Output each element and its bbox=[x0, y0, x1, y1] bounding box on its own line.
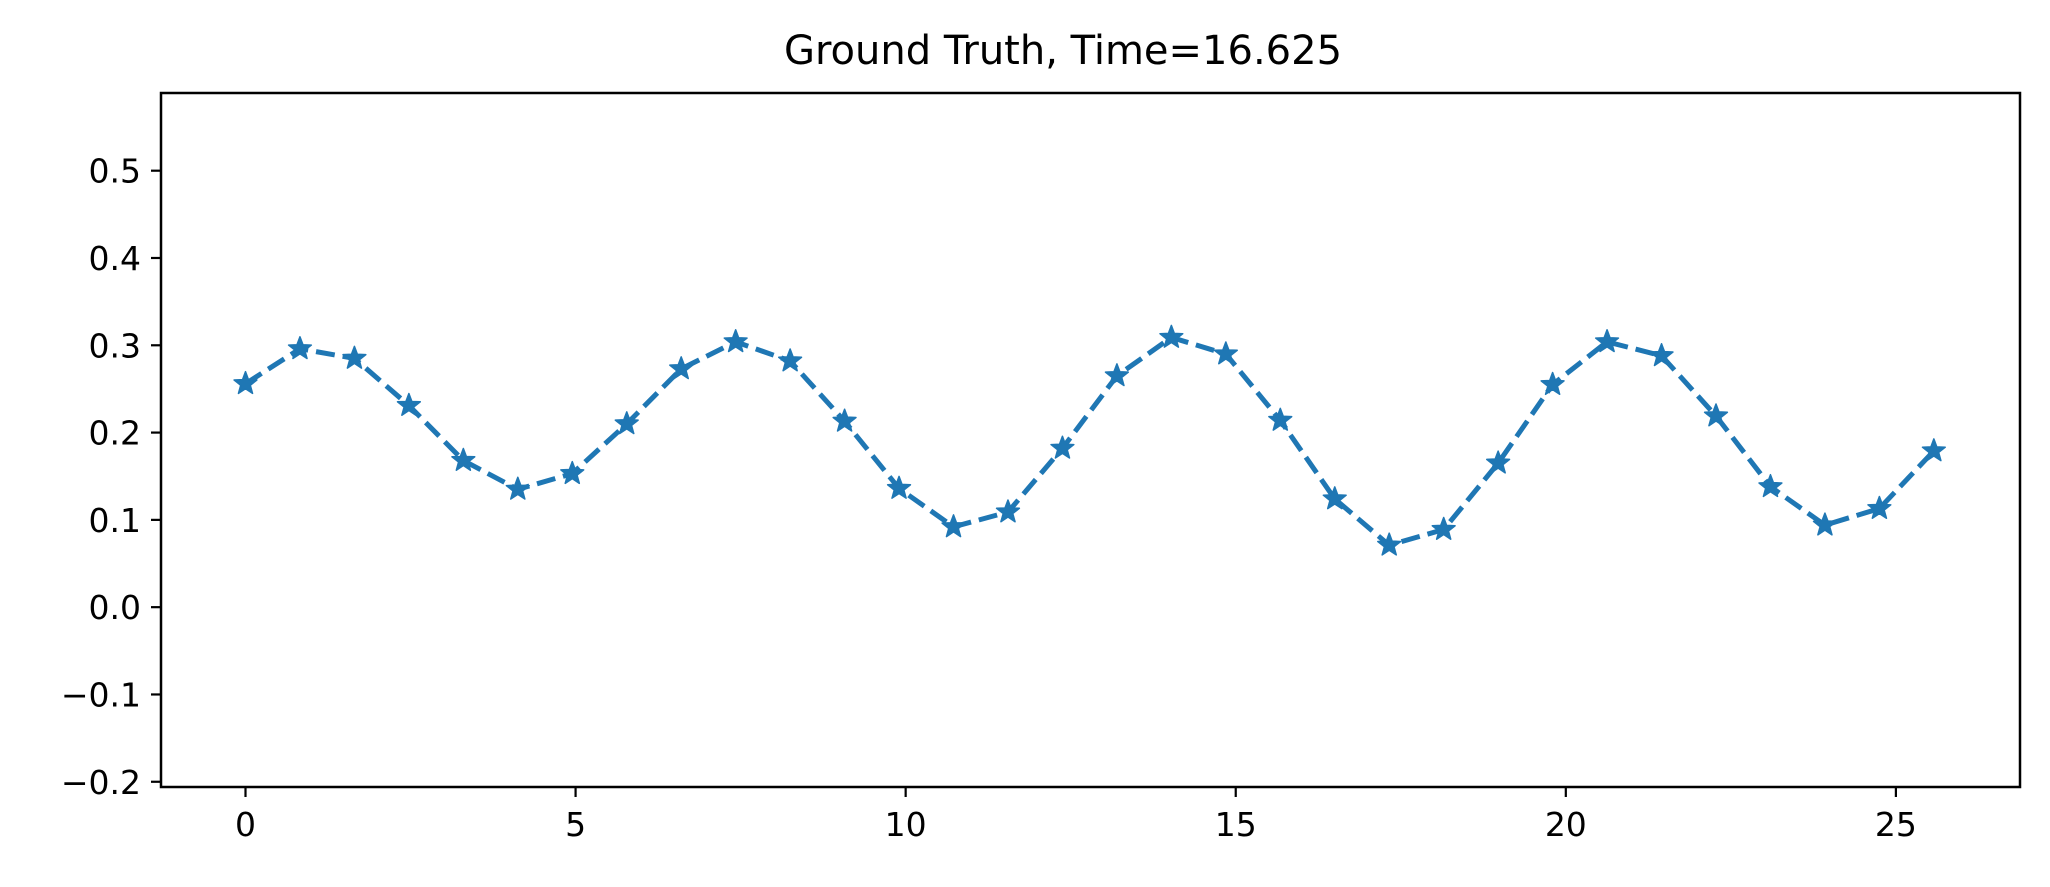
data-point-marker bbox=[1649, 343, 1674, 367]
data-point-marker bbox=[1540, 371, 1565, 396]
data-point-marker bbox=[1268, 407, 1293, 431]
data-point-marker bbox=[1431, 516, 1456, 540]
y-tick-label: −0.1 bbox=[61, 675, 141, 714]
plot-frame bbox=[159, 91, 2022, 789]
y-tick-label: 0.2 bbox=[89, 414, 141, 453]
x-tick-label: 10 bbox=[885, 805, 927, 844]
data-point-marker bbox=[1812, 512, 1838, 536]
series-layer bbox=[233, 324, 1947, 556]
data-point-marker bbox=[560, 460, 585, 485]
data-point-marker bbox=[669, 356, 694, 380]
x-tick-label: 20 bbox=[1545, 805, 1587, 844]
x-tick-label: 0 bbox=[235, 805, 256, 844]
data-point-marker bbox=[723, 329, 748, 353]
data-point-marker bbox=[1703, 403, 1729, 427]
data-point-marker bbox=[995, 499, 1021, 523]
data-point-marker bbox=[777, 348, 803, 372]
y-tick-label: 0.3 bbox=[89, 326, 141, 365]
data-point-marker bbox=[1050, 435, 1075, 459]
x-tick-label: 15 bbox=[1215, 805, 1257, 844]
data-point-marker bbox=[1485, 450, 1511, 474]
data-point-marker bbox=[1921, 438, 1947, 462]
data-point-marker bbox=[1159, 324, 1184, 348]
data-point-marker bbox=[1377, 532, 1402, 556]
data-point-marker bbox=[614, 411, 639, 435]
x-tick-label: 25 bbox=[1875, 805, 1917, 844]
data-point-marker bbox=[941, 514, 966, 538]
data-point-marker bbox=[1213, 341, 1238, 365]
data-point-marker bbox=[342, 345, 367, 369]
x-tick-label: 5 bbox=[565, 805, 586, 844]
data-point-marker bbox=[396, 392, 422, 416]
y-tick-label: −0.2 bbox=[61, 763, 141, 802]
y-tick-label: 0.5 bbox=[89, 152, 141, 191]
data-point-marker bbox=[233, 370, 258, 395]
y-tick-label: 0.4 bbox=[89, 239, 141, 278]
y-tick-label: 0.0 bbox=[89, 588, 141, 627]
axes-layer: 0 5 10 15 20 25 −0.2 −0.1 0.0 0.1 0.2 0.3 0.4 0.5 bbox=[61, 152, 1917, 844]
series-line bbox=[244, 334, 1936, 548]
data-point-marker bbox=[886, 475, 912, 499]
data-point-marker bbox=[505, 476, 530, 500]
data-point-marker bbox=[451, 447, 476, 471]
y-tick-label: 0.1 bbox=[89, 501, 141, 540]
data-point-marker bbox=[1594, 329, 1620, 353]
data-point-marker bbox=[832, 408, 857, 432]
data-point-marker bbox=[1104, 363, 1130, 387]
data-point-marker bbox=[1758, 473, 1783, 498]
data-point-marker bbox=[1322, 486, 1347, 510]
data-point-marker bbox=[287, 336, 313, 360]
data-point-marker bbox=[1867, 495, 1892, 519]
chart-title: Ground Truth, Time=16.625 bbox=[784, 28, 1342, 74]
